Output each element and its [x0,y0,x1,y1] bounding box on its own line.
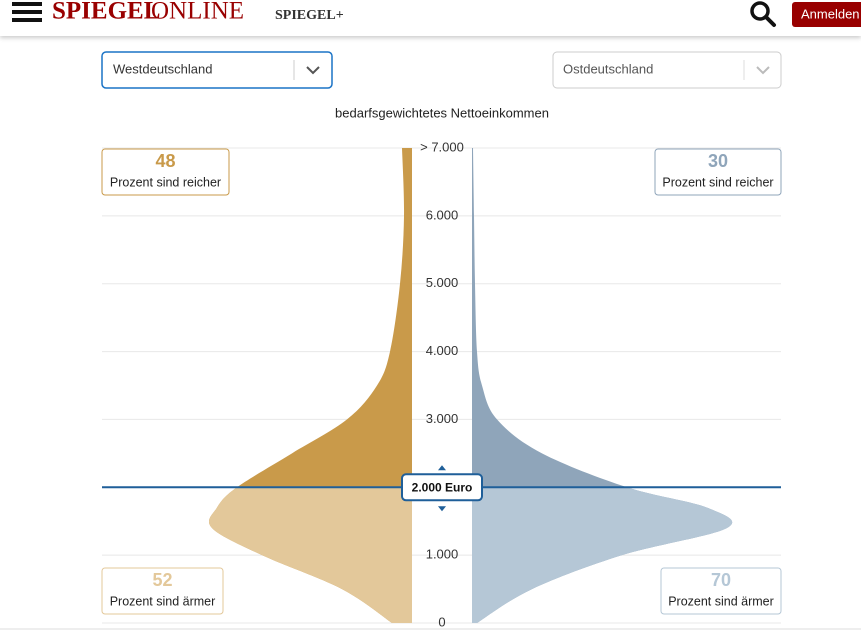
plus-brand[interactable]: SPIEGEL+ [275,8,344,23]
share-box [660,567,782,615]
y-tick-label: 6.000 [426,207,459,222]
share-box [101,148,230,196]
chart-title: bedarfsgewichtetes Nettoeinkommen [335,105,549,120]
y-tick-label: 0 [438,614,445,629]
violin-below-shade [472,487,733,623]
left-select[interactable]: Westdeutschland [101,51,333,89]
right-select[interactable]: Ostdeutschland [552,51,782,89]
share-box [101,567,224,615]
share-value: 70 [711,570,731,590]
threshold-label: 2.000 Euro [412,480,473,494]
share-label: Prozent sind ärmer [668,594,774,608]
login-label[interactable]: Anmelden [801,6,860,21]
violin-below-shade [209,487,412,623]
threshold-box [401,473,483,502]
left-select-label[interactable]: Westdeutschland [113,61,213,76]
menu-button[interactable] [12,2,42,22]
search-button[interactable] [750,1,776,27]
share-label: Prozent sind ärmer [110,594,216,608]
share-label: Prozent sind reicher [110,175,221,189]
right-select-label[interactable]: Ostdeutschland [563,61,653,76]
login-button[interactable] [792,2,861,27]
y-tick-label: 5.000 [426,275,459,290]
share-label: Prozent sind reicher [662,175,773,189]
y-tick-label: 3.000 [426,411,459,426]
y-tick-label: > 7.000 [420,139,464,154]
share-box [654,148,782,196]
share-value: 52 [152,570,172,590]
y-tick-label: 1.000 [426,547,459,562]
y-tick-label: 4.000 [426,343,459,358]
share-value: 48 [155,151,175,171]
logo[interactable]: SPIEGEL [52,0,160,25]
threshold-up[interactable] [438,465,446,471]
share-value: 30 [708,151,728,171]
threshold-down[interactable] [438,506,446,512]
header-bar [0,0,861,36]
logo-suffix[interactable]: ONLINE [151,0,244,25]
